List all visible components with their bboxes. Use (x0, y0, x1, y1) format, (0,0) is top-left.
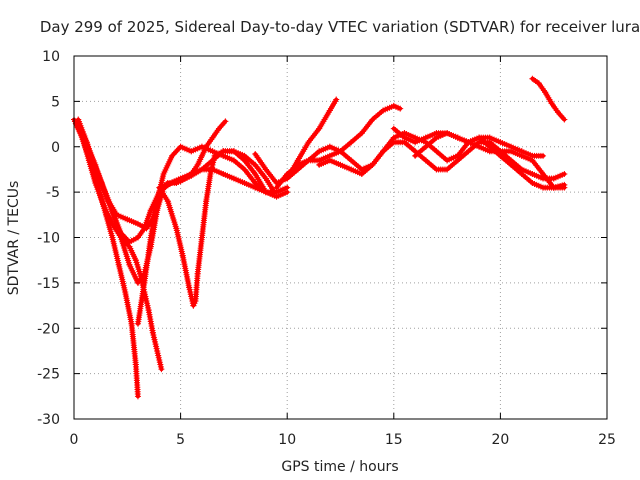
data-point-marker (540, 152, 547, 159)
y-tick-label: -20 (37, 321, 60, 337)
y-tick-label: 0 (51, 140, 60, 156)
data-point-marker (561, 184, 568, 191)
data-series-arc-1 (71, 116, 141, 400)
x-tick-label: 20 (491, 432, 509, 448)
data-series-arc-7 (156, 148, 269, 309)
data-series-arc-14 (529, 75, 568, 123)
series-layer (71, 75, 568, 400)
y-tick-label: -25 (37, 367, 60, 383)
x-tick-label: 5 (176, 432, 185, 448)
y-tick-label: -10 (37, 231, 60, 247)
tick-layer (73, 55, 608, 420)
x-tick-label: 25 (598, 432, 616, 448)
data-series-arc-6 (134, 143, 291, 327)
data-point-marker (397, 105, 404, 112)
data-series-arc-13 (412, 130, 547, 159)
data-point-marker (222, 118, 229, 125)
data-point-marker (333, 96, 340, 103)
data-point-marker (158, 366, 165, 373)
y-tick-labels: -30 -25 -20 -15 -10 -5 0 5 10 (37, 49, 60, 428)
y-tick-label: -15 (37, 276, 60, 292)
y-tick-label: -30 (37, 412, 60, 428)
y-axis-label: SDTVAR / TECUs (6, 181, 22, 296)
x-tick-label: 10 (278, 432, 296, 448)
data-series-arc-8 (252, 96, 340, 187)
x-tick-label: 0 (70, 432, 79, 448)
y-tick-label: -5 (46, 185, 60, 201)
x-tick-label: 15 (385, 432, 403, 448)
x-axis-label: GPS time / hours (281, 459, 398, 475)
data-series-arc-11 (316, 139, 568, 182)
data-point-marker (262, 189, 269, 196)
x-tick-labels: 0 5 10 15 20 25 (70, 432, 616, 448)
data-point-marker (284, 189, 291, 196)
data-point-marker (134, 393, 141, 400)
data-point-marker (561, 170, 568, 177)
chart-title: Day 299 of 2025, Sidereal Day-to-day VTE… (40, 18, 640, 36)
y-tick-label: 10 (42, 49, 60, 65)
y-tick-label: 5 (51, 94, 60, 110)
data-point-marker (561, 116, 568, 123)
